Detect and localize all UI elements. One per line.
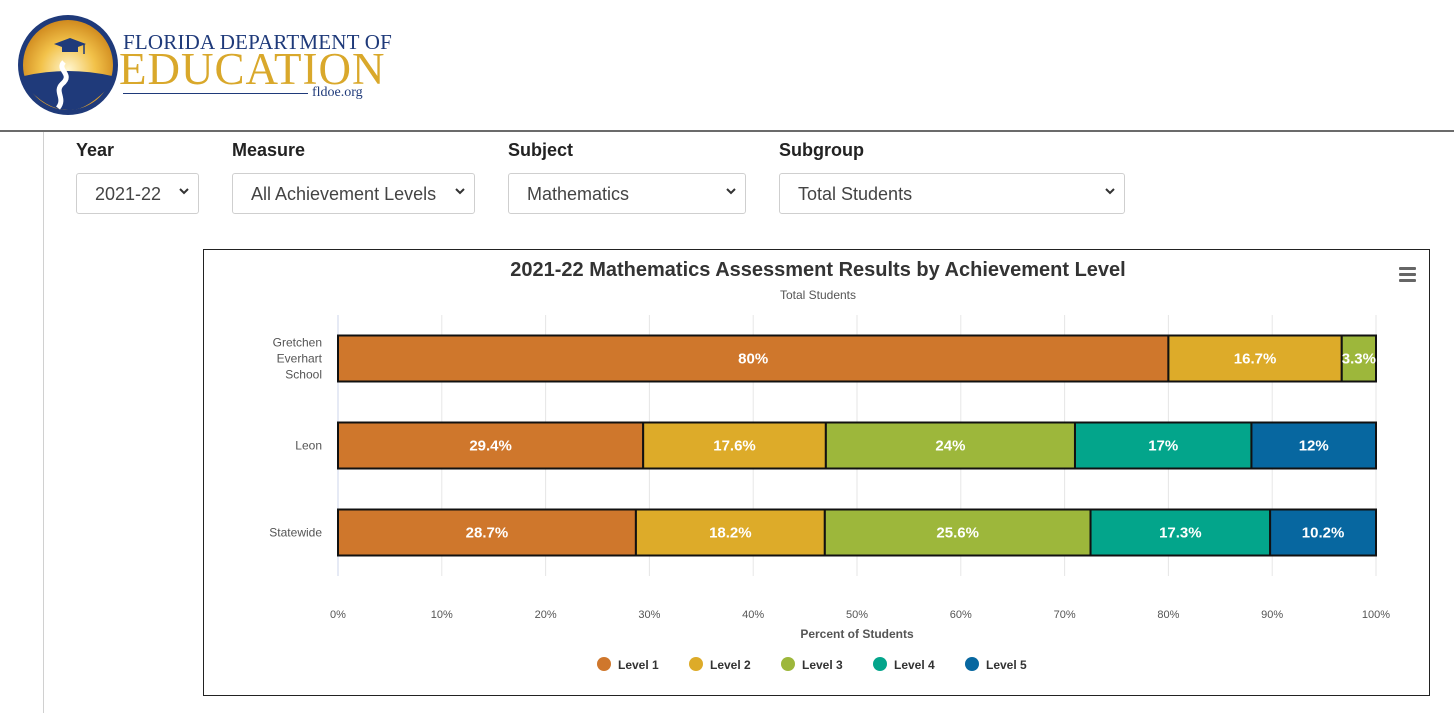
x-tick-label: 30% <box>638 609 660 621</box>
x-tick-label: 60% <box>950 609 972 621</box>
bar-segment <box>1340 334 1377 383</box>
legend-marker <box>597 657 611 671</box>
logo-rule <box>123 93 308 94</box>
chevron-down-icon <box>455 188 465 195</box>
x-tick-label: 100% <box>1362 609 1390 621</box>
bar-segment <box>1250 421 1377 470</box>
fldoe-wordmark[interactable]: FLORIDA DEPARTMENT OF EDUCATION fldoe.or… <box>119 30 392 110</box>
legend-item: Level 2 <box>710 658 751 672</box>
logo-department-text: FLORIDA DEPARTMENT OF <box>123 30 392 54</box>
bar-segment <box>337 334 1170 383</box>
legend-item: Level 1 <box>618 658 659 672</box>
logo-url-text: fldoe.org <box>312 85 363 100</box>
x-tick-label: 0% <box>330 609 346 621</box>
bar-segment <box>337 421 645 470</box>
data-label: 17% <box>1148 438 1178 455</box>
chart-title: 2021-22 Mathematics Assessment Results b… <box>510 259 1125 281</box>
bar-segment <box>642 421 827 470</box>
stacked-bar-chart: 2021-22 Mathematics Assessment Results b… <box>269 259 1390 672</box>
bar-segment <box>823 508 1092 557</box>
fldoe-seal-logo[interactable] <box>16 14 120 116</box>
measure-label: Measure <box>232 140 306 160</box>
data-label: 24% <box>935 438 965 455</box>
chart-container: 2021-22 Mathematics Assessment Results b… <box>203 249 1430 696</box>
chart-menu-icon[interactable] <box>1396 265 1418 283</box>
legend-item: Level 4 <box>894 658 935 672</box>
year-select[interactable]: 2021-22 <box>76 173 199 214</box>
bar-segment <box>1269 508 1378 557</box>
subject-select-value: Mathematics <box>527 184 630 204</box>
category-label: Everhart <box>277 352 323 366</box>
x-tick-label: 40% <box>742 609 764 621</box>
chevron-down-icon <box>726 188 736 195</box>
data-label: 16.7% <box>1234 351 1277 368</box>
x-tick-label: 80% <box>1157 609 1179 621</box>
legend-marker <box>781 657 795 671</box>
category-label: Statewide <box>269 526 322 540</box>
data-label: 28.7% <box>466 525 509 542</box>
category-label: Gretchen <box>273 336 322 350</box>
chart-subtitle: Total Students <box>780 288 856 302</box>
legend-item: Level 3 <box>802 658 843 672</box>
subject-label: Subject <box>508 140 574 160</box>
year-select-value: 2021-22 <box>95 184 162 204</box>
subgroup-select[interactable]: Total Students <box>779 173 1125 214</box>
bar-segment <box>1089 508 1272 557</box>
measure-select[interactable]: All Achievement Levels <box>232 173 475 214</box>
bar-segment <box>634 508 826 557</box>
logo-education-text: EDUCATION <box>119 44 386 94</box>
bar-segment <box>1167 334 1343 383</box>
data-label: 18.2% <box>709 525 752 542</box>
content-left-border <box>43 132 44 713</box>
legend-marker <box>965 657 979 671</box>
data-label: 80% <box>738 351 768 368</box>
data-label: 10.2% <box>1302 525 1345 542</box>
x-tick-label: 50% <box>846 609 868 621</box>
subgroup-label: Subgroup <box>779 140 864 160</box>
x-axis-title: Percent of Students <box>800 627 914 641</box>
chevron-down-icon <box>179 188 189 195</box>
subgroup-select-value: Total Students <box>798 184 913 204</box>
bar-segment <box>337 508 637 557</box>
category-label: Leon <box>295 439 322 453</box>
subject-select[interactable]: Mathematics <box>508 173 746 214</box>
x-tick-label: 70% <box>1054 609 1076 621</box>
legend-marker <box>689 657 703 671</box>
data-label: 25.6% <box>936 525 979 542</box>
legend-item: Level 5 <box>986 658 1027 672</box>
data-label: 3.3% <box>1342 351 1376 368</box>
category-label: School <box>285 368 322 382</box>
site-header: FLORIDA DEPARTMENT OF EDUCATION fldoe.or… <box>0 0 1454 132</box>
bar-segment <box>1073 421 1253 470</box>
data-label: 29.4% <box>469 438 512 455</box>
x-tick-label: 20% <box>535 609 557 621</box>
data-label: 12% <box>1299 438 1329 455</box>
legend-marker <box>873 657 887 671</box>
measure-select-value: All Achievement Levels <box>251 184 437 204</box>
bar-segment <box>824 421 1076 470</box>
data-label: 17.6% <box>713 438 756 455</box>
year-label: Year <box>76 140 115 160</box>
x-tick-label: 10% <box>431 609 453 621</box>
data-label: 17.3% <box>1159 525 1202 542</box>
x-tick-label: 90% <box>1261 609 1283 621</box>
chevron-down-icon <box>1105 188 1115 195</box>
